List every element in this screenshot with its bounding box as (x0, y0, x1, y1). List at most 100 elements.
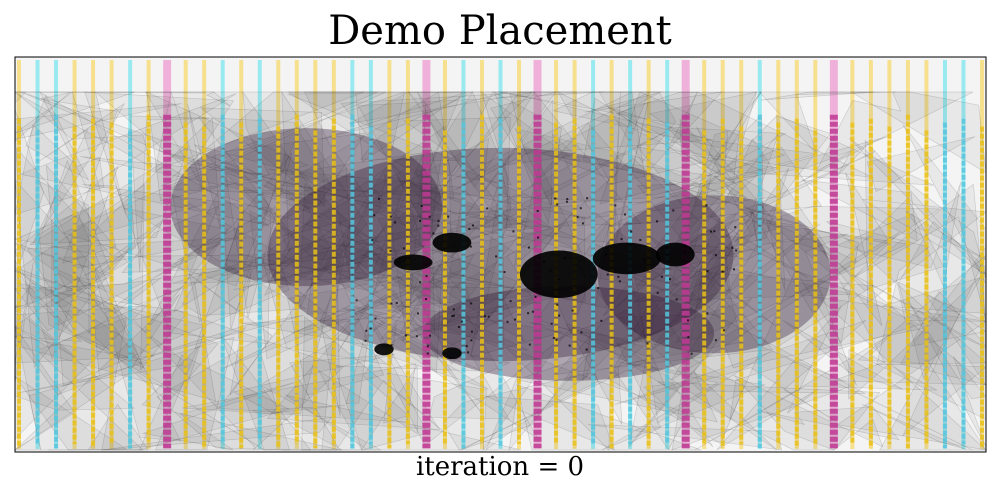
cell-speck (581, 222, 584, 225)
dense-cluster (592, 242, 661, 275)
cell-speck (506, 320, 509, 323)
cell-speck (554, 197, 557, 200)
net-polygon (301, 315, 446, 451)
net-polygon (838, 198, 945, 291)
cell-speck (365, 329, 368, 332)
cell-speck (468, 228, 471, 231)
cell-speck (690, 352, 693, 355)
net-polygon (727, 135, 890, 181)
cell-speck (426, 345, 429, 348)
cell-speck (714, 254, 717, 257)
net-polygon (268, 168, 489, 222)
cell-speck (425, 275, 428, 278)
cell-speck (437, 224, 440, 227)
cell-speck (527, 246, 530, 249)
cell-speck (537, 236, 540, 239)
cell-speck (721, 270, 724, 273)
cell-speck (669, 278, 672, 281)
net-polygon (414, 91, 512, 197)
cell-speck (487, 315, 490, 318)
row-stripe (905, 60, 910, 449)
dense-cluster (432, 232, 472, 253)
cell-speck (620, 238, 623, 241)
cell-speck (683, 250, 686, 253)
cell-speck (470, 302, 473, 305)
cell-speck (630, 230, 633, 233)
plot-frame (14, 56, 987, 453)
cell-speck (666, 253, 669, 256)
row-stripe (239, 60, 244, 449)
net-polygon (160, 91, 378, 187)
cell-speck (566, 198, 569, 201)
net-polygon (138, 354, 291, 451)
net-polygon (683, 168, 790, 321)
cell-speck (617, 275, 620, 278)
row-stripe (109, 60, 114, 449)
cell-speck (374, 317, 377, 320)
net-polygon (340, 91, 533, 202)
row-stripe (829, 60, 838, 449)
row-stripe (776, 60, 781, 449)
row-stripe (183, 60, 188, 449)
net-polygon (514, 128, 722, 205)
net-polygon (671, 269, 856, 451)
net-polygon (580, 106, 818, 220)
cell-speck (415, 335, 418, 338)
net-polygon (233, 125, 446, 291)
net-polygon (849, 137, 987, 279)
net-polygon (45, 164, 129, 307)
cell-speck (687, 336, 690, 339)
cell-speck (451, 315, 454, 318)
net-polygon (694, 333, 938, 451)
cell-speck (389, 215, 392, 218)
cell-speck (552, 336, 555, 339)
net-polygon (553, 182, 773, 375)
net-polygon (320, 91, 509, 163)
net-polygon (102, 416, 333, 451)
net-polygon (205, 91, 231, 107)
net-polygon (484, 163, 512, 226)
net-polygon (282, 166, 430, 353)
cell-speck (600, 319, 603, 322)
cell-speck (597, 287, 600, 290)
cell-speck (390, 344, 393, 347)
net-polygon (657, 381, 881, 451)
net-polygon (552, 91, 758, 153)
row-stripe (850, 60, 855, 449)
cell-speck (389, 249, 392, 252)
cell-speck (643, 258, 646, 261)
cell-speck (425, 298, 428, 301)
iteration-label: iteration = 0 (415, 452, 585, 482)
net-polygon (403, 116, 552, 231)
cell-speck (420, 205, 423, 208)
dense-cluster (393, 254, 433, 271)
cell-speck (722, 329, 725, 332)
net-polygon (37, 180, 220, 334)
row-stripe (54, 60, 59, 449)
net-polygon (643, 383, 714, 448)
net-polygon (815, 91, 974, 172)
cell-speck (585, 348, 588, 351)
row-stripe (479, 60, 484, 449)
net-polygon (879, 361, 987, 451)
net-polygon (350, 207, 398, 278)
cell-speck (709, 230, 712, 233)
net-polygon (121, 205, 247, 313)
net-polygon (290, 267, 466, 334)
row-stripe (146, 60, 151, 449)
cell-speck (495, 255, 498, 258)
cell-cluster (422, 286, 715, 381)
net-polygon (407, 91, 642, 229)
cell-speck (557, 278, 560, 281)
cell-speck (416, 312, 419, 315)
net-polygon (850, 91, 987, 174)
cell-speck (404, 334, 407, 337)
cell-speck (623, 213, 626, 216)
net-polygon (862, 139, 987, 304)
cell-speck (457, 326, 460, 329)
cell-speck (706, 270, 709, 273)
cell-speck (665, 246, 668, 249)
chart-title: Demo Placement (328, 8, 672, 54)
net-polygon (416, 272, 526, 343)
cell-speck (714, 339, 717, 342)
